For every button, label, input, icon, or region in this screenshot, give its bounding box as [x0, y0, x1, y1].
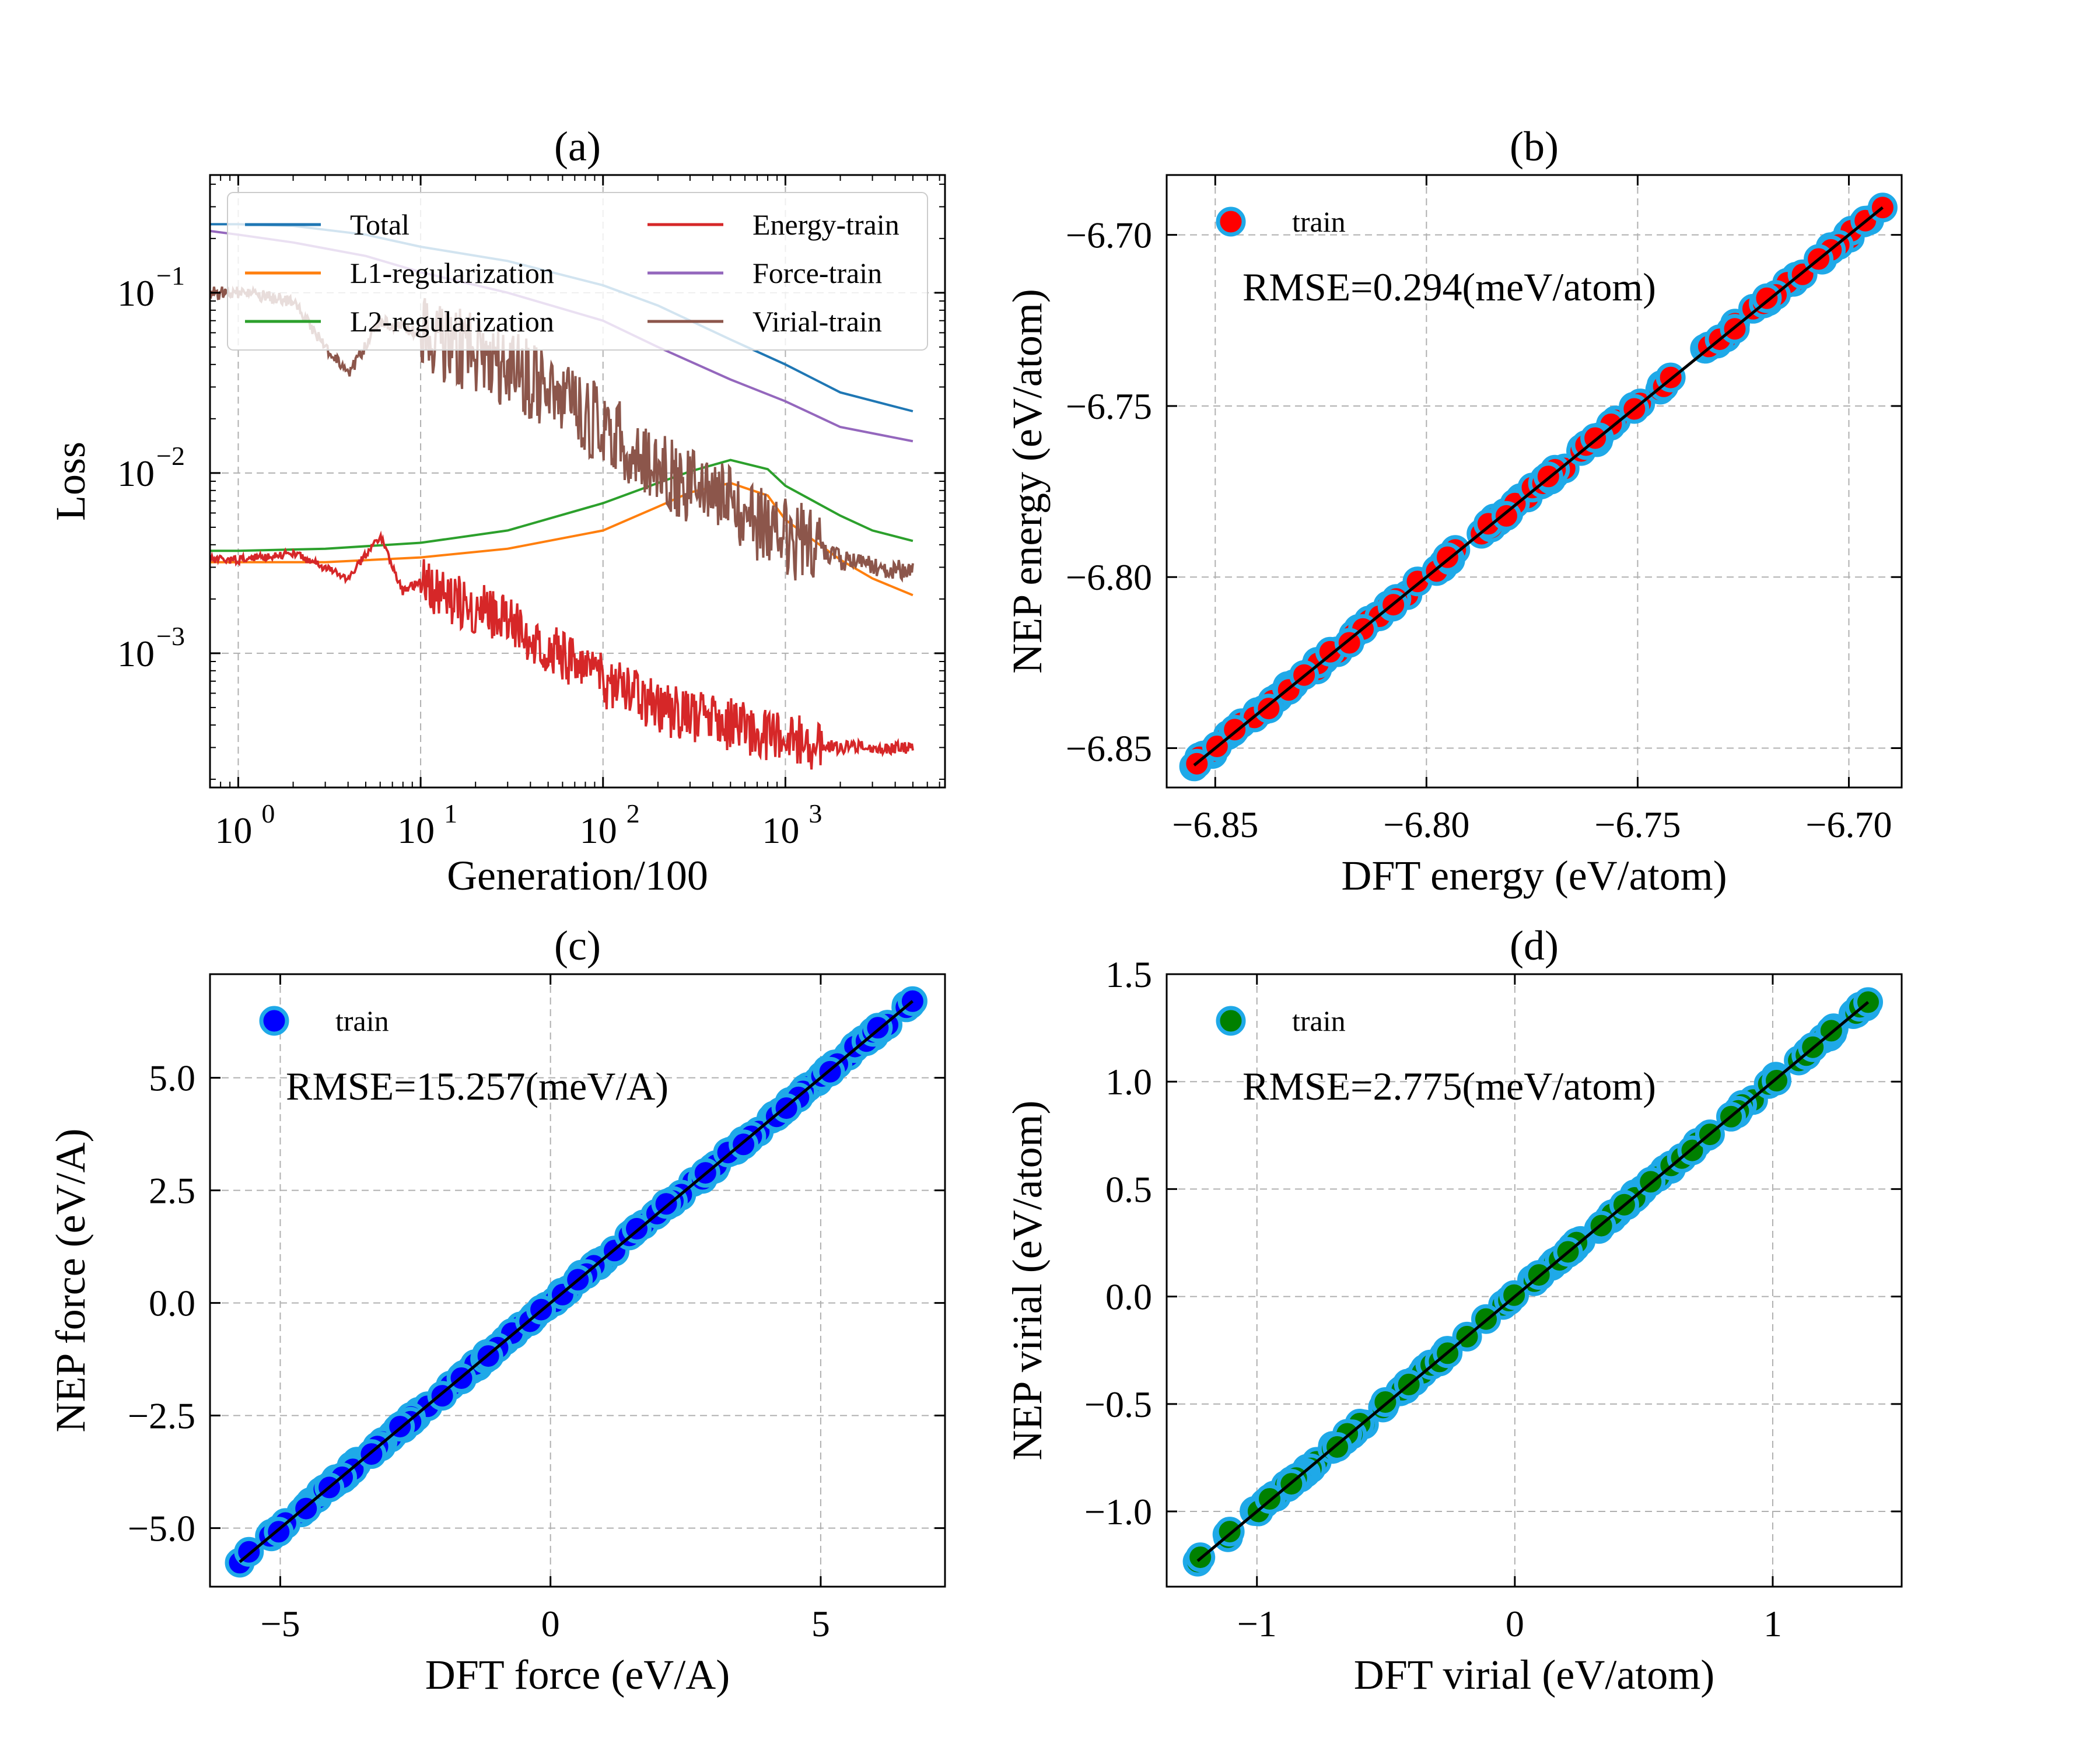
panel-title: (b): [1510, 123, 1559, 170]
parity-line: [239, 1000, 914, 1563]
panel-title: (c): [554, 922, 601, 969]
x-axis-title: DFT virial (eV/atom): [1354, 1651, 1715, 1698]
x-tick-base: 10: [397, 810, 435, 851]
y-tick-exponent: −1: [156, 261, 185, 290]
x-tick-base: 10: [762, 810, 799, 851]
y-tick-label: 0.0: [1105, 1276, 1152, 1318]
y-tick-label: 0.5: [1105, 1168, 1152, 1210]
y-tick-base: 10: [117, 272, 155, 314]
y-tick-label: 1.5: [1105, 954, 1152, 995]
x-axis-title: DFT energy (eV/atom): [1341, 852, 1727, 899]
y-tick-label: 10 −1: [117, 261, 185, 314]
y-axis-title: NEP force (eV/A): [47, 1128, 94, 1432]
y-tick-label: 0.0: [149, 1283, 195, 1324]
x-tick-label: −6.80: [1383, 804, 1469, 845]
y-tick-label: −6.75: [1066, 386, 1152, 427]
x-tick-exponent: 0: [261, 799, 275, 828]
y-axis-title: NEP virial (eV/atom): [1004, 1100, 1051, 1460]
x-tick-label: 1: [1763, 1603, 1782, 1644]
x-tick-label: 0: [541, 1603, 560, 1644]
scatter-point: [1752, 283, 1782, 313]
x-tick-label: −6.75: [1594, 804, 1681, 845]
legend: train: [1216, 205, 1346, 238]
legend-label: Total: [350, 208, 410, 241]
legend: train: [1216, 1005, 1346, 1037]
legend-label: Virial-train: [752, 305, 882, 338]
x-tick-base: 10: [215, 810, 252, 851]
legend: train: [259, 1005, 389, 1037]
panel-b-energy-parity: −6.85 −6.80 −6.75 −6.70 −6.85 −6.80 −6.75 −6.70…: [1004, 123, 1903, 899]
parity-line: [1196, 1000, 1870, 1562]
x-axis-title: DFT force (eV/A): [425, 1651, 730, 1698]
y-tick-label: 5.0: [149, 1058, 195, 1099]
y-tick-label: −6.80: [1066, 556, 1152, 598]
scatter-point: [1334, 628, 1364, 658]
y-tick-label: 10 −2: [117, 441, 185, 494]
y-tick-label: 10 −3: [117, 621, 185, 674]
legend-marker: [1216, 206, 1246, 237]
legend-marker: [259, 1006, 289, 1036]
panel-c-force-parity: −5 0 5 −5.0 −2.5 0.0 2.5 5.0 train RMSE=15.257(me…: [47, 922, 946, 1698]
x-tick-base: 10: [580, 810, 617, 851]
rmse-annotation: RMSE=2.775(meV/atom): [1242, 1064, 1656, 1108]
plot-frame: [209, 174, 946, 789]
x-tick-label: 10 3: [762, 799, 822, 851]
plot-frame: [1166, 174, 1903, 789]
x-tick-exponent: 1: [444, 799, 457, 828]
y-tick-label: −5.0: [128, 1508, 195, 1549]
panel-title: (a): [554, 123, 601, 170]
legend-marker: [1216, 1006, 1246, 1036]
scatter-point: [1491, 501, 1521, 531]
y-tick-label: 2.5: [149, 1170, 195, 1212]
y-axis-title: Loss: [47, 442, 94, 521]
rmse-annotation: RMSE=0.294(meV/atom): [1242, 265, 1656, 309]
x-tick-exponent: 3: [808, 799, 822, 828]
x-tick-label: 0: [1506, 1603, 1524, 1644]
legend: Total L1-regularization L2-regularization E…: [227, 192, 928, 351]
panel-title: (d): [1510, 922, 1559, 969]
legend-label: train: [1292, 205, 1346, 238]
panel-a-loss-chart: 10 0 10 1 10 2 10 310 −310 −210 −1TotalL1-regulari…: [47, 123, 946, 899]
y-tick-label: −6.70: [1066, 215, 1152, 256]
x-tick-label: 10 0: [215, 799, 275, 851]
x-axis-title: Generation/100: [447, 852, 708, 899]
x-tick-label: −5: [260, 1603, 300, 1644]
y-tick-label: −2.5: [128, 1395, 195, 1437]
legend-label: Force-train: [752, 257, 882, 289]
y-axis-title: NEP energy (eV/atom): [1004, 289, 1051, 674]
scatter-point: [1254, 694, 1284, 724]
legend-label: L1-regularization: [350, 257, 554, 289]
plot-frame: [1166, 973, 1903, 1588]
x-tick-exponent: 2: [626, 799, 640, 828]
legend-label: Energy-train: [752, 208, 900, 241]
x-tick-label: 5: [811, 1603, 830, 1644]
scatter-points: [1182, 987, 1883, 1577]
x-tick-label: −6.85: [1172, 804, 1258, 845]
parity-line: [1193, 206, 1884, 766]
panel-d-virial-parity: −1 0 1 −1.0 −0.5 0.0 0.5 1.0 1.5 train RMSE=2.775(…: [1004, 922, 1903, 1698]
x-tick-label: 10 2: [580, 799, 640, 851]
plot-frame: [209, 973, 946, 1588]
y-tick-label: −1.0: [1084, 1491, 1152, 1532]
y-tick-exponent: −3: [156, 621, 185, 651]
y-tick-label: −6.85: [1066, 728, 1152, 769]
x-tick-label: 10 1: [397, 799, 457, 851]
y-tick-exponent: −2: [156, 441, 185, 471]
y-tick-label: −0.5: [1084, 1384, 1152, 1425]
legend-box: [227, 192, 928, 351]
y-tick-base: 10: [117, 633, 155, 674]
legend-label: train: [335, 1005, 389, 1037]
x-tick-label: −1: [1237, 1603, 1277, 1644]
y-tick-base: 10: [117, 453, 155, 494]
series-line-energy-train: [210, 530, 914, 770]
legend-label: train: [1292, 1005, 1346, 1037]
y-tick-label: 1.0: [1105, 1061, 1152, 1102]
x-tick-label: −6.70: [1805, 804, 1892, 845]
legend-label: L2-regularization: [350, 305, 554, 338]
rmse-annotation: RMSE=15.257(meV/A): [286, 1064, 668, 1108]
